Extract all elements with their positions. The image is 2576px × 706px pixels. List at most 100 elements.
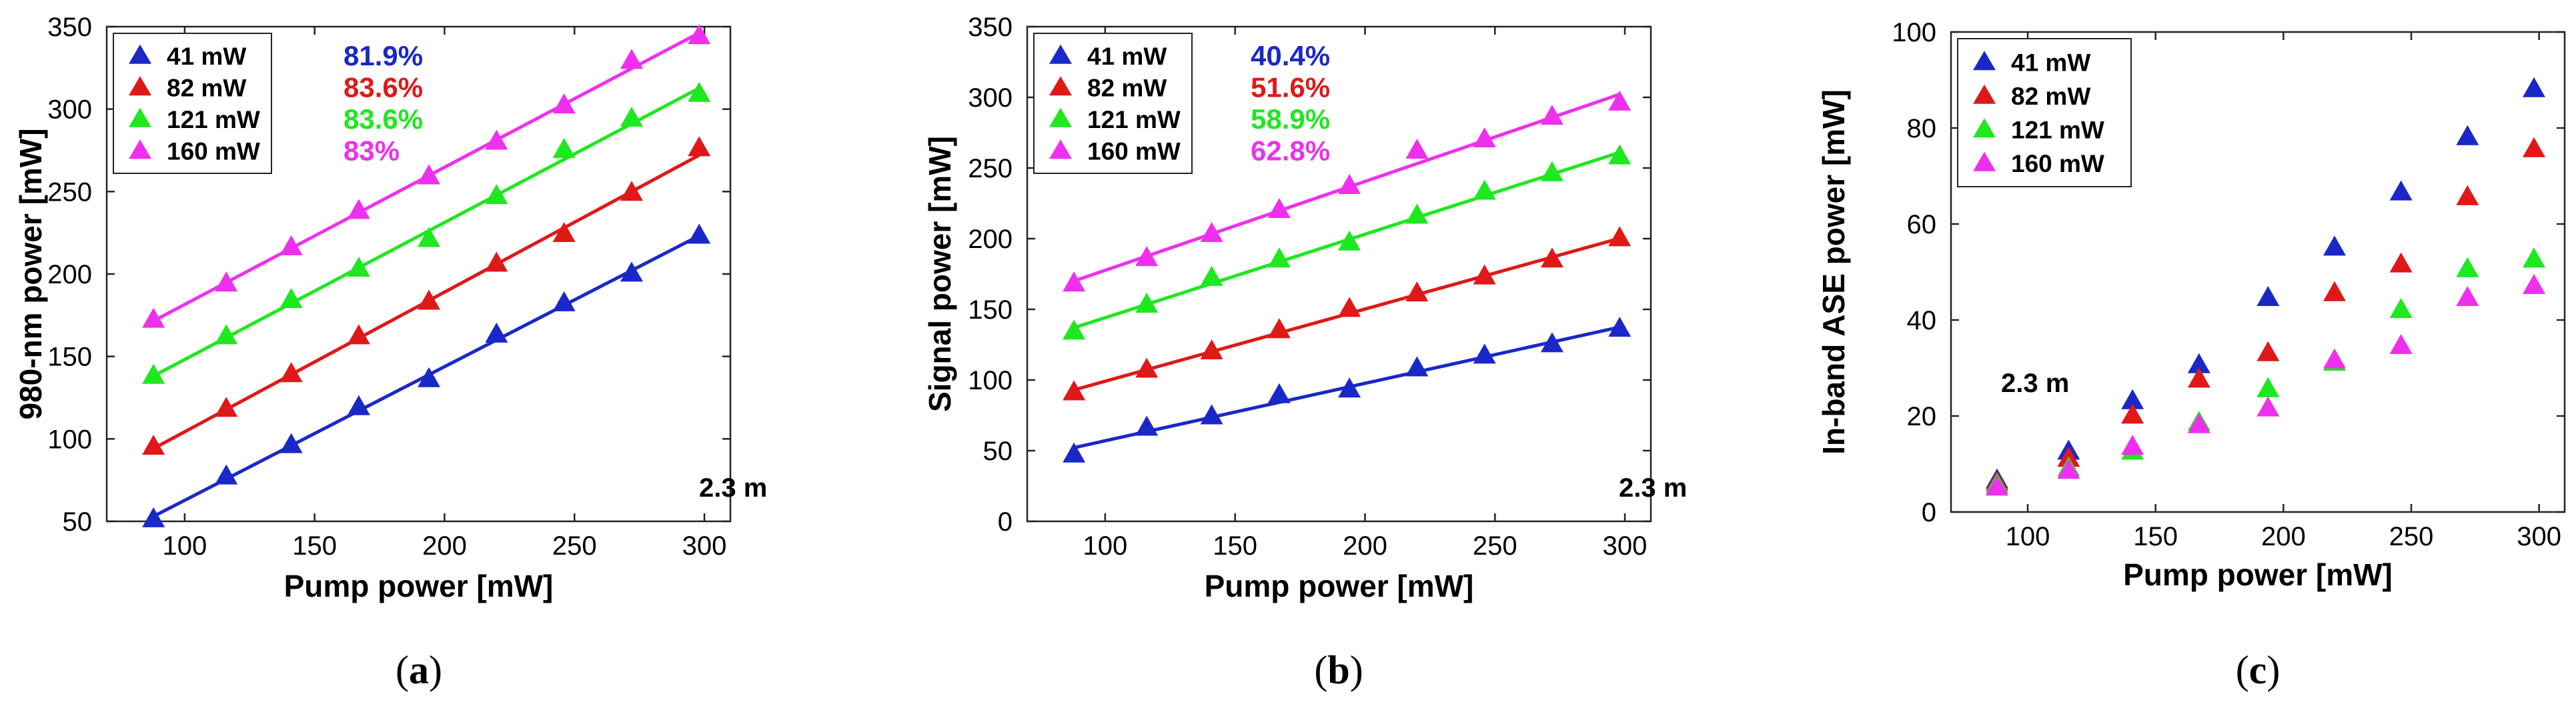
data-point bbox=[2323, 235, 2346, 256]
data-point bbox=[1338, 377, 1361, 398]
panel-a: 100 150 200 250 300 50 100 150 200 250 300 350 Pump … bbox=[13, 13, 767, 692]
x-tick-label: 300 bbox=[682, 531, 727, 561]
data-point bbox=[1338, 297, 1361, 317]
data-point bbox=[485, 184, 508, 205]
data-point bbox=[2523, 137, 2545, 157]
legend-label: 121 mW bbox=[167, 106, 260, 133]
data-point bbox=[2257, 377, 2280, 397]
data-point bbox=[2456, 125, 2479, 145]
y-tick-label: 150 bbox=[47, 343, 92, 372]
data-point bbox=[485, 322, 508, 343]
data-point bbox=[2389, 180, 2413, 201]
y-tick-label: 200 bbox=[47, 260, 92, 289]
x-tick-label: 300 bbox=[1603, 531, 1648, 561]
data-point bbox=[2257, 341, 2280, 361]
data-point bbox=[2187, 353, 2210, 373]
legend-marker bbox=[129, 76, 151, 96]
data-point bbox=[279, 362, 303, 383]
data-point bbox=[620, 261, 643, 282]
panel-caption: (a) bbox=[396, 648, 442, 692]
legend-marker bbox=[1049, 76, 1072, 96]
data-point bbox=[142, 363, 165, 384]
legend-marker bbox=[1049, 107, 1072, 127]
data-point bbox=[1608, 226, 1632, 247]
data-point bbox=[1338, 230, 1361, 251]
data-point bbox=[2523, 274, 2545, 294]
data-point bbox=[2121, 403, 2144, 424]
legend-label: 41 mW bbox=[167, 43, 246, 70]
legend-marker bbox=[1973, 51, 1996, 71]
data-point bbox=[1540, 332, 1563, 353]
y-tick-label: 300 bbox=[968, 83, 1013, 113]
legend-label: 82 mW bbox=[2011, 83, 2090, 110]
y-tick-label: 350 bbox=[968, 13, 1013, 42]
data-point bbox=[552, 222, 576, 243]
data-point bbox=[1608, 144, 1632, 165]
legend-marker bbox=[1973, 151, 1996, 171]
legend-label: 160 mW bbox=[167, 137, 260, 165]
slope-efficiency-label: 58.9% bbox=[1251, 103, 1330, 135]
legend-marker bbox=[129, 139, 151, 159]
legend-label: 160 mW bbox=[2011, 150, 2104, 177]
data-point bbox=[1608, 90, 1632, 111]
legend-label: 41 mW bbox=[1087, 43, 1167, 70]
y-tick-label: 200 bbox=[968, 225, 1013, 254]
data-point bbox=[1338, 173, 1361, 194]
y-tick-label: 350 bbox=[47, 13, 92, 42]
data-point bbox=[2389, 334, 2413, 354]
data-point bbox=[2187, 367, 2210, 388]
data-point bbox=[142, 307, 165, 328]
x-axis-label: Pump power [mW] bbox=[2123, 557, 2393, 592]
y-tick-label: 100 bbox=[1892, 18, 1936, 47]
data-point bbox=[347, 395, 370, 415]
data-point bbox=[347, 199, 370, 219]
data-point bbox=[418, 227, 441, 247]
data-point bbox=[2121, 389, 2144, 409]
y-tick-label: 150 bbox=[968, 295, 1013, 325]
legend-label: 121 mW bbox=[2011, 116, 2104, 143]
y-tick-label: 60 bbox=[1907, 210, 1937, 239]
x-tick-label: 200 bbox=[2261, 522, 2306, 551]
y-tick-label: 250 bbox=[968, 154, 1013, 183]
y-tick-label: 20 bbox=[1907, 402, 1937, 431]
data-point bbox=[2323, 281, 2346, 301]
y-tick-label: 80 bbox=[1907, 114, 1937, 143]
y-tick-label: 250 bbox=[47, 177, 92, 207]
slope-efficiency-label: 40.4% bbox=[1251, 40, 1330, 71]
data-point bbox=[2456, 185, 2479, 205]
data-point bbox=[1540, 105, 1563, 125]
x-tick-label: 250 bbox=[552, 531, 597, 561]
data-point bbox=[2456, 257, 2479, 277]
slope-efficiency-label: 51.6% bbox=[1251, 71, 1330, 103]
x-axis-label: Pump power [mW] bbox=[1205, 569, 1474, 603]
data-point bbox=[2456, 286, 2479, 306]
data-point bbox=[552, 137, 576, 158]
data-point bbox=[485, 251, 508, 272]
data-point bbox=[485, 129, 508, 150]
data-point bbox=[1063, 380, 1086, 401]
data-point bbox=[347, 324, 370, 345]
x-axis-label: Pump power [mW] bbox=[284, 569, 554, 603]
data-point bbox=[1267, 383, 1291, 403]
slope-efficiency-label: 83.6% bbox=[344, 103, 423, 135]
data-point bbox=[688, 81, 711, 102]
data-point bbox=[215, 324, 238, 345]
data-point bbox=[1135, 357, 1159, 378]
legend-label: 121 mW bbox=[1087, 106, 1181, 133]
legend-marker bbox=[1049, 44, 1072, 64]
data-point bbox=[2121, 435, 2144, 455]
legend-label: 82 mW bbox=[167, 74, 246, 101]
data-point bbox=[1135, 415, 1159, 436]
data-point bbox=[688, 223, 711, 244]
data-point bbox=[1063, 319, 1086, 340]
data-point bbox=[1405, 138, 1429, 159]
y-tick-label: 0 bbox=[1922, 498, 1936, 527]
x-tick-label: 100 bbox=[2006, 522, 2050, 551]
legend-label: 41 mW bbox=[2011, 49, 2090, 76]
data-point bbox=[2523, 247, 2545, 268]
panel-b: 100 150 200 250 300 0 50 100 150 200 250 300 350 Pump… bbox=[922, 13, 1687, 692]
legend-marker bbox=[129, 44, 151, 64]
y-tick-label: 40 bbox=[1907, 306, 1937, 335]
legend-label: 160 mW bbox=[1087, 137, 1181, 165]
